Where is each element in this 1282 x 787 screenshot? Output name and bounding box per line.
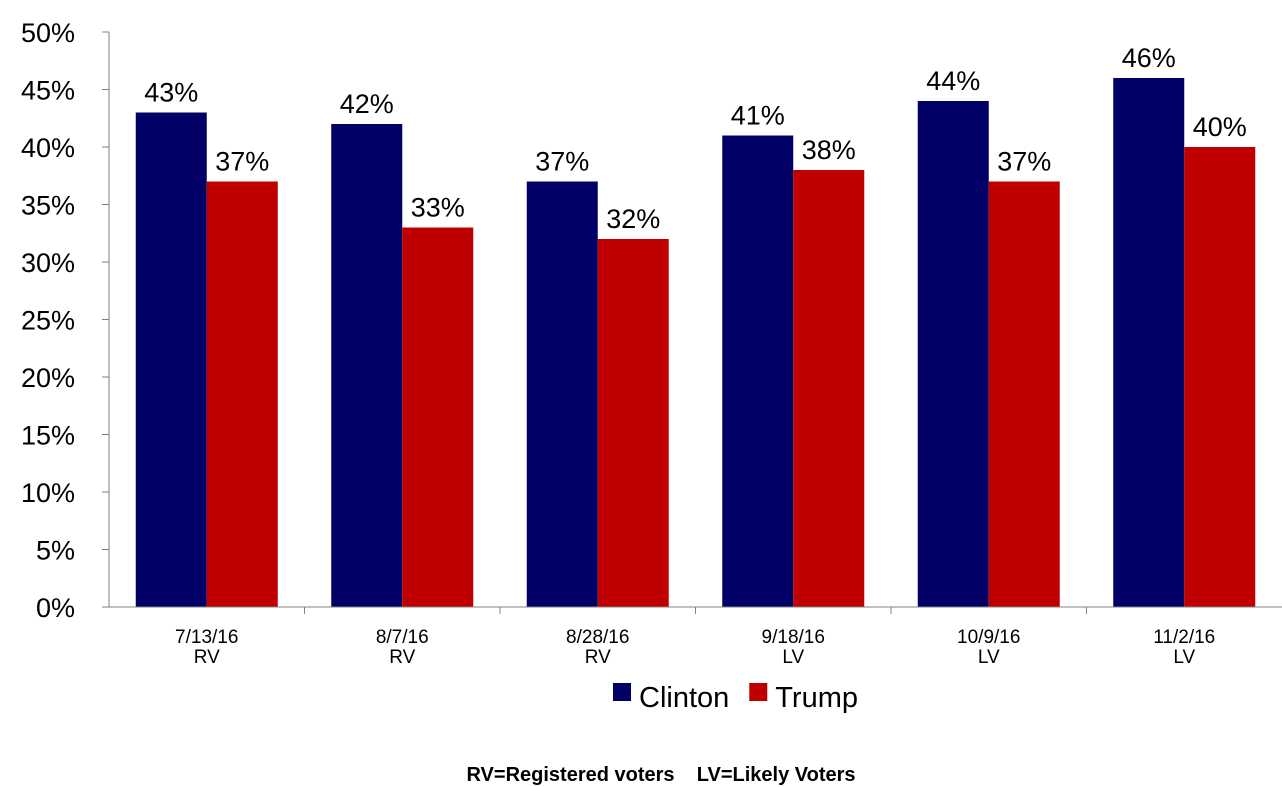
- data-label-clinton: 44%: [926, 66, 980, 96]
- legend-label-trump: Trump: [775, 682, 858, 714]
- x-category-label: LV: [782, 647, 804, 668]
- x-category-label: 7/13/16: [175, 627, 238, 648]
- x-category-label: 8/28/16: [566, 627, 629, 648]
- data-label-trump: 33%: [411, 193, 465, 223]
- y-tick-label: 45%: [21, 76, 75, 106]
- bar-trump: [597, 239, 669, 607]
- bar-trump: [206, 181, 278, 607]
- y-tick-label: 30%: [21, 248, 75, 278]
- x-category-label: LV: [1173, 647, 1195, 668]
- data-label-trump: 40%: [1193, 112, 1247, 142]
- x-category-label: 8/7/16: [376, 627, 429, 648]
- bar-trump: [793, 170, 865, 607]
- x-category-label: 10/9/16: [957, 627, 1020, 648]
- y-tick-label: 0%: [36, 593, 75, 623]
- x-axis: 7/13/16RV8/7/16RV8/28/16RV9/18/16LV10/9/…: [109, 606, 1282, 668]
- data-label-trump: 38%: [802, 135, 856, 165]
- y-axis: 0% 5% 10% 15% 20% 25% 30% 35% 40% 45% 50%: [21, 18, 110, 623]
- bar-trump: [988, 181, 1060, 607]
- y-tick-label: 20%: [21, 363, 75, 393]
- data-labels: 43% 37% 42% 33% 37% 32% 41% 38% 44% 37% 46% 40%: [144, 43, 1247, 234]
- footnote: RV=Registered voters LV=Likely Voters: [466, 764, 855, 786]
- bar-clinton: [1113, 78, 1185, 607]
- data-label-trump: 37%: [215, 147, 269, 177]
- legend-label-clinton: Clinton: [639, 682, 729, 714]
- bar-trump: [402, 227, 474, 607]
- bar-trump: [1184, 147, 1256, 607]
- bar-clinton: [331, 124, 403, 607]
- data-label-clinton: 37%: [535, 147, 589, 177]
- bar-clinton: [135, 112, 207, 607]
- x-category-label: 11/2/16: [1153, 627, 1215, 648]
- y-tick-label: 25%: [21, 306, 75, 336]
- data-label-trump: 37%: [997, 147, 1051, 177]
- y-tick-label: 40%: [21, 133, 75, 163]
- legend-swatch-clinton: [613, 683, 631, 701]
- data-label-clinton: 41%: [731, 101, 785, 131]
- x-category-label: LV: [978, 647, 1000, 668]
- x-category-label: RV: [585, 647, 611, 668]
- legend: Clinton Trump: [613, 682, 858, 714]
- y-tick-label: 5%: [36, 536, 75, 566]
- data-label-trump: 32%: [606, 204, 660, 234]
- data-label-clinton: 43%: [144, 78, 198, 108]
- y-tick-label: 10%: [21, 478, 75, 508]
- data-label-clinton: 42%: [340, 89, 394, 119]
- bar-clinton: [917, 101, 989, 607]
- y-tick-label: 35%: [21, 191, 75, 221]
- data-label-clinton: 46%: [1122, 43, 1176, 73]
- x-category-label: RV: [389, 647, 415, 668]
- bar-clinton: [722, 135, 794, 607]
- bars: [135, 78, 1256, 607]
- x-category-label: 9/18/16: [762, 627, 825, 648]
- y-tick-label: 15%: [21, 421, 75, 451]
- bar-clinton: [526, 181, 598, 607]
- x-category-label: RV: [194, 647, 220, 668]
- legend-swatch-trump: [749, 683, 768, 701]
- y-tick-label: 50%: [21, 18, 75, 48]
